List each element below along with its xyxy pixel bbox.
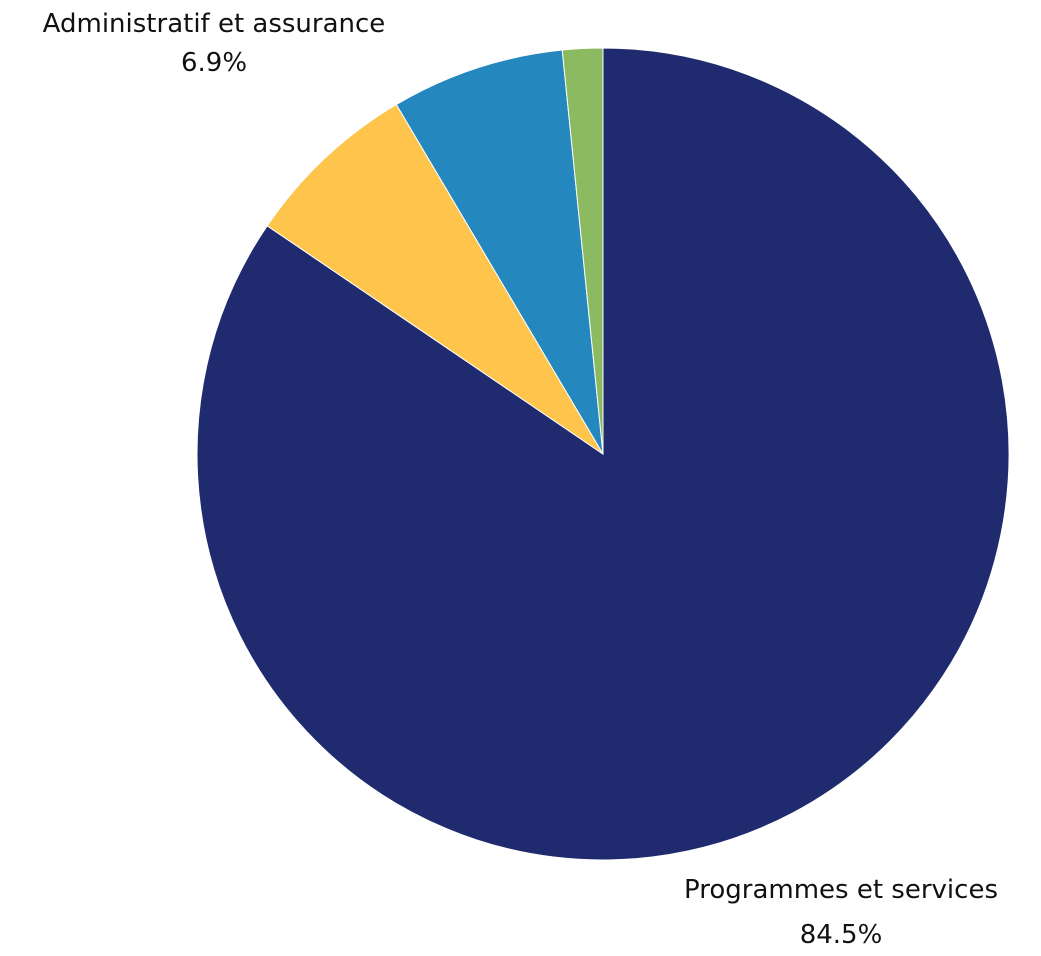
pie-slices [196,47,1010,861]
pie-slice-3 [561,47,604,455]
label-programmes-et-services-value: 84.5% [800,920,883,950]
label-administratif-et-assurance-value: 6.9% [181,48,247,78]
label-programmes-et-services-name: Programmes et services [684,875,998,905]
pie-slice-1 [266,103,604,455]
label-administratif-et-assurance-name: Administratif et assurance [43,9,386,39]
pie-slice-2 [395,49,604,455]
